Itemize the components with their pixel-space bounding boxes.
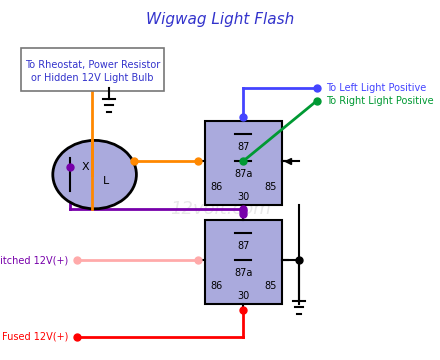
Text: To Right Light Positive: To Right Light Positive — [326, 96, 433, 106]
Circle shape — [53, 140, 136, 209]
Text: Fused 12V(+): Fused 12V(+) — [2, 332, 68, 342]
Text: 12volt.com: 12volt.com — [170, 200, 270, 218]
Text: L: L — [103, 176, 109, 186]
Text: Wigwag Light Flash: Wigwag Light Flash — [146, 12, 294, 27]
Text: Switched 12V(+): Switched 12V(+) — [0, 255, 68, 265]
Text: To Rheostat, Power Resistor: To Rheostat, Power Resistor — [25, 60, 160, 70]
Text: 87a: 87a — [234, 169, 252, 179]
Text: 30: 30 — [237, 291, 249, 301]
Text: 85: 85 — [264, 280, 276, 291]
FancyBboxPatch shape — [205, 121, 282, 205]
FancyBboxPatch shape — [205, 220, 282, 304]
Text: 86: 86 — [210, 280, 222, 291]
Text: X: X — [82, 162, 90, 172]
FancyBboxPatch shape — [21, 48, 164, 91]
Text: 86: 86 — [210, 181, 222, 192]
Text: 30: 30 — [237, 192, 249, 202]
Text: To Left Light Positive: To Left Light Positive — [326, 83, 426, 93]
Text: or Hidden 12V Light Bulb: or Hidden 12V Light Bulb — [31, 73, 154, 82]
Text: 87: 87 — [237, 241, 249, 251]
Text: 87a: 87a — [234, 268, 252, 278]
Text: 87: 87 — [237, 142, 249, 152]
Text: 85: 85 — [264, 181, 276, 192]
